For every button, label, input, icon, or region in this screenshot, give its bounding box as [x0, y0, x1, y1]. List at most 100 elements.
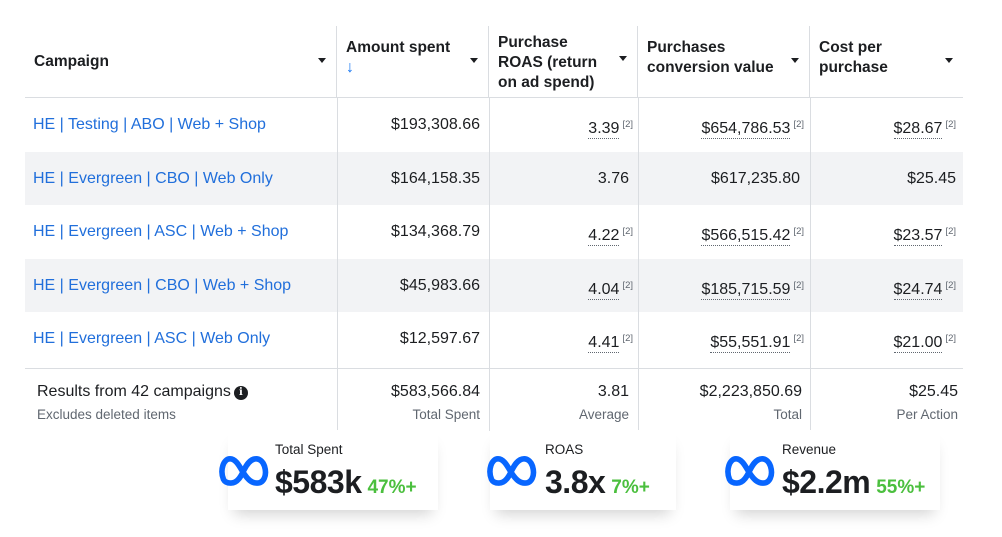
- kpi-value: $583k: [275, 464, 362, 500]
- cost-per-purchase-cell[interactable]: $21.00 [2]: [810, 312, 956, 366]
- meta-logo-icon: [487, 455, 537, 486]
- column-header-label: Campaign: [34, 53, 109, 70]
- conversion-value-cell[interactable]: $185,715.59 [2]: [638, 259, 804, 313]
- column-header-campaign[interactable]: Campaign: [25, 26, 337, 98]
- cost-per-purchase-cell[interactable]: $24.74 [2]: [810, 259, 956, 313]
- column-header-cost-per-purchase[interactable]: Cost per purchase: [810, 26, 963, 98]
- roas-cell[interactable]: 4.22 [2]: [489, 205, 633, 259]
- amount-spent-cell: $134,368.79: [391, 223, 480, 240]
- cost-value[interactable]: $28.67: [893, 120, 943, 139]
- column-divider: [638, 98, 639, 368]
- column-divider: [337, 369, 338, 431]
- summary-cost-per-purchase-label: Per Action: [896, 407, 958, 422]
- column-header-amount-spent[interactable]: Amount spent ↓: [337, 26, 489, 98]
- kpi-card-total-spent: Total Spent $583k 47%+: [219, 430, 438, 510]
- column-divider: [810, 98, 811, 368]
- caret-down-icon[interactable]: [945, 58, 953, 63]
- summary-conversion-value: $2,223,850.69: [699, 383, 802, 400]
- cost-value[interactable]: $23.57: [893, 227, 943, 246]
- footnote-marker: [2]: [622, 226, 633, 237]
- header-divider: [25, 97, 963, 98]
- kpi-value-wrap: $583k 47%+: [275, 464, 417, 501]
- cost-per-purchase-cell: $25.45: [907, 169, 956, 187]
- roas-cell: 3.76: [597, 169, 629, 187]
- kpi-change: 7%+: [611, 477, 650, 498]
- info-icon[interactable]: i: [233, 386, 248, 400]
- conversion-value-cell[interactable]: $654,786.53 [2]: [638, 98, 804, 152]
- footnote-marker: [2]: [945, 119, 956, 130]
- conversion-value[interactable]: $566,515.42: [701, 227, 791, 246]
- kpi-change: 55%+: [876, 477, 926, 498]
- campaign-name-link[interactable]: HE | Evergreen | ASC | Web + Shop: [33, 223, 289, 240]
- conversion-value-cell[interactable]: $55,551.91 [2]: [638, 312, 804, 366]
- table-row[interactable]: HE | Testing | ABO | Web + Shop $193,308…: [25, 98, 963, 152]
- column-header-label: Amount spent: [346, 39, 451, 56]
- summary-total-spent-label: Total Spent: [412, 407, 480, 422]
- roas-cell[interactable]: 4.41 [2]: [489, 312, 633, 366]
- conversion-value-cell[interactable]: $566,515.42 [2]: [638, 205, 804, 259]
- footnote-marker: [2]: [945, 226, 956, 237]
- roas-value[interactable]: 4.41: [588, 334, 620, 353]
- meta-logo-icon: [219, 455, 269, 486]
- kpi-value: 3.8x: [545, 464, 606, 500]
- amount-spent-cell: $12,597.67: [399, 330, 480, 347]
- column-header-conversion-value[interactable]: Purchases conversion value: [638, 26, 810, 98]
- sort-descending-icon[interactable]: ↓: [346, 59, 354, 76]
- cost-value[interactable]: $21.00: [893, 334, 943, 353]
- table-row[interactable]: HE | Evergreen | CBO | Web Only $164,158…: [25, 151, 963, 205]
- conversion-value[interactable]: $654,786.53: [701, 120, 791, 139]
- roas-cell[interactable]: 3.39 [2]: [489, 98, 633, 152]
- excludes-note: Excludes deleted items: [37, 407, 176, 422]
- caret-down-icon[interactable]: [619, 56, 627, 61]
- cost-per-purchase-cell[interactable]: $28.67 [2]: [810, 98, 956, 152]
- footnote-marker: [2]: [793, 119, 804, 130]
- footnote-marker: [2]: [793, 226, 804, 237]
- column-divider: [489, 369, 490, 431]
- table-row[interactable]: HE | Evergreen | ASC | Web Only $12,597.…: [25, 312, 963, 366]
- caret-down-icon[interactable]: [791, 58, 799, 63]
- roas-value[interactable]: 4.04: [588, 280, 620, 300]
- footnote-marker: [2]: [793, 333, 804, 344]
- caret-down-icon[interactable]: [318, 58, 326, 63]
- roas-cell[interactable]: 4.04 [2]: [489, 259, 633, 313]
- summary-cost-per-purchase: $25.45: [909, 383, 958, 400]
- cost-value[interactable]: $24.74: [893, 280, 943, 300]
- column-divider: [638, 369, 639, 431]
- results-count: Results from 42 campaigns i: [37, 383, 248, 401]
- roas-value[interactable]: 4.22: [588, 227, 620, 246]
- amount-spent-cell: $45,983.66: [399, 276, 480, 294]
- conversion-value[interactable]: $185,715.59: [701, 280, 791, 300]
- footnote-marker: [2]: [622, 333, 633, 344]
- column-header-label: Purchases conversion value: [647, 39, 774, 76]
- summary-conversion-value-label: Total: [773, 407, 802, 422]
- kpi-value-wrap: 3.8x 7%+: [545, 464, 650, 501]
- column-divider: [489, 98, 490, 368]
- kpi-label: Total Spent: [275, 442, 343, 457]
- results-text: Results from 42 campaigns: [37, 383, 231, 400]
- amount-spent-cell: $193,308.66: [391, 116, 480, 133]
- column-header-label: Cost per purchase: [819, 39, 888, 76]
- meta-logo-icon: [725, 455, 775, 486]
- footnote-marker: [2]: [622, 279, 633, 291]
- footnote-marker: [2]: [622, 119, 633, 130]
- campaign-name-link[interactable]: HE | Evergreen | CBO | Web Only: [33, 169, 273, 187]
- roas-value[interactable]: 3.39: [588, 120, 620, 139]
- column-header-purchase-roas[interactable]: Purchase ROAS (return on ad spend): [489, 26, 638, 98]
- column-divider: [337, 98, 338, 368]
- campaign-name-link[interactable]: HE | Evergreen | ASC | Web Only: [33, 330, 271, 347]
- cost-per-purchase-cell[interactable]: $23.57 [2]: [810, 205, 956, 259]
- conversion-value[interactable]: $55,551.91: [710, 334, 791, 353]
- caret-down-icon[interactable]: [470, 58, 478, 63]
- footnote-marker: [2]: [793, 279, 804, 291]
- campaign-name-link[interactable]: HE | Evergreen | CBO | Web + Shop: [33, 276, 292, 294]
- footnote-marker: [2]: [945, 279, 956, 291]
- kpi-card-roas: ROAS 3.8x 7%+: [487, 430, 676, 510]
- summary-roas: 3.81: [597, 383, 629, 400]
- table-row[interactable]: HE | Evergreen | ASC | Web + Shop $134,3…: [25, 205, 963, 259]
- footnote-marker: [2]: [945, 333, 956, 344]
- campaign-name-link[interactable]: HE | Testing | ABO | Web + Shop: [33, 116, 266, 133]
- column-header-label: Purchase ROAS (return on ad spend): [498, 34, 598, 91]
- table-row[interactable]: HE | Evergreen | CBO | Web + Shop $45,98…: [25, 258, 963, 313]
- kpi-value-wrap: $2.2m 55%+: [782, 464, 925, 501]
- kpi-label: Revenue: [782, 442, 837, 457]
